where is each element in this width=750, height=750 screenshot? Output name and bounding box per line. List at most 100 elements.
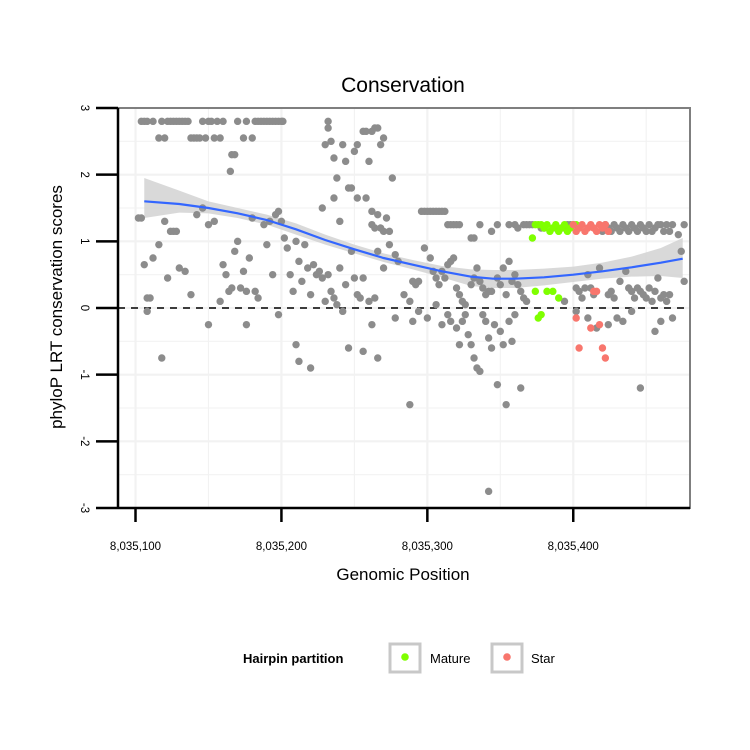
point-other bbox=[645, 284, 653, 292]
point-other bbox=[155, 134, 163, 142]
point-other bbox=[359, 347, 367, 356]
point-mature bbox=[560, 220, 569, 229]
point-other bbox=[499, 264, 507, 272]
point-other bbox=[210, 217, 219, 226]
point-other bbox=[619, 317, 627, 326]
point-other bbox=[627, 307, 636, 316]
point-other bbox=[219, 117, 227, 126]
point-other bbox=[330, 154, 338, 162]
point-other bbox=[254, 294, 262, 302]
point-other bbox=[511, 270, 519, 279]
point-other bbox=[455, 340, 464, 349]
point-star bbox=[595, 320, 604, 329]
point-other bbox=[226, 167, 235, 176]
point-other bbox=[662, 220, 671, 229]
point-other bbox=[233, 237, 242, 246]
point-star bbox=[587, 324, 595, 332]
point-other bbox=[368, 320, 376, 329]
point-other bbox=[236, 284, 245, 292]
point-other bbox=[645, 220, 653, 229]
point-other bbox=[625, 227, 633, 236]
point-other bbox=[260, 220, 268, 229]
point-other bbox=[333, 174, 341, 182]
point-other bbox=[306, 364, 315, 372]
point-other bbox=[455, 290, 464, 299]
point-other bbox=[467, 340, 475, 349]
point-other bbox=[476, 277, 484, 286]
point-other bbox=[657, 317, 665, 326]
point-other bbox=[426, 254, 434, 262]
point-other bbox=[324, 124, 332, 132]
point-other bbox=[409, 317, 417, 326]
legend-key-box-star bbox=[490, 642, 524, 674]
point-other bbox=[196, 134, 204, 142]
point-other bbox=[446, 317, 455, 326]
point-other bbox=[274, 207, 283, 216]
point-other bbox=[505, 257, 513, 266]
point-other bbox=[438, 320, 446, 329]
point-other bbox=[175, 264, 183, 272]
point-other bbox=[318, 204, 326, 212]
point-other bbox=[657, 220, 665, 229]
point-other bbox=[280, 234, 289, 242]
x-tick-label: 8,035,200 bbox=[256, 541, 307, 553]
point-other bbox=[487, 227, 496, 236]
point-other bbox=[295, 357, 303, 366]
point-other bbox=[633, 227, 642, 236]
point-other bbox=[368, 207, 376, 216]
point-other bbox=[385, 240, 394, 249]
point-other bbox=[455, 220, 464, 229]
point-other bbox=[324, 117, 332, 126]
point-star bbox=[598, 344, 607, 352]
point-other bbox=[339, 307, 347, 316]
point-star bbox=[601, 354, 610, 362]
point-other bbox=[668, 314, 677, 322]
point-other bbox=[318, 274, 326, 282]
point-other bbox=[660, 290, 668, 299]
point-other bbox=[414, 307, 423, 316]
point-star bbox=[604, 227, 612, 236]
point-other bbox=[330, 294, 338, 302]
legend: Hairpin partition Mature Star bbox=[243, 642, 556, 674]
point-other bbox=[341, 157, 350, 166]
y-tick-label: -2 bbox=[78, 436, 90, 446]
point-other bbox=[347, 184, 356, 192]
point-other bbox=[143, 307, 151, 316]
point-other bbox=[511, 310, 519, 319]
point-other bbox=[604, 320, 612, 329]
point-other bbox=[216, 134, 224, 142]
point-mature bbox=[554, 294, 563, 302]
point-other bbox=[222, 270, 230, 279]
point-other bbox=[283, 244, 291, 252]
point-other bbox=[476, 220, 484, 229]
point-other bbox=[356, 294, 364, 302]
point-other bbox=[242, 287, 251, 296]
point-other bbox=[490, 320, 499, 329]
point-other bbox=[379, 134, 388, 142]
point-other bbox=[441, 207, 449, 216]
point-other bbox=[163, 274, 172, 282]
point-other bbox=[493, 220, 502, 229]
point-other bbox=[321, 140, 329, 149]
point-other bbox=[499, 340, 507, 349]
smooth-trend-line bbox=[144, 200, 683, 280]
point-other bbox=[140, 260, 148, 269]
point-other bbox=[493, 380, 502, 389]
point-other bbox=[400, 290, 408, 299]
point-other bbox=[303, 264, 312, 272]
point-other bbox=[680, 277, 688, 286]
point-other bbox=[198, 117, 207, 126]
point-other bbox=[560, 297, 569, 306]
point-other bbox=[382, 214, 391, 222]
point-mature bbox=[543, 287, 551, 296]
y-tick-label: 1 bbox=[78, 238, 90, 244]
legend-key-star bbox=[503, 653, 511, 661]
point-other bbox=[584, 314, 592, 322]
point-other bbox=[213, 117, 221, 126]
point-other bbox=[374, 247, 382, 256]
point-other bbox=[435, 280, 443, 289]
point-other bbox=[651, 287, 659, 296]
point-other bbox=[613, 314, 621, 322]
x-tick-label: 8,035,100 bbox=[110, 541, 161, 553]
point-other bbox=[517, 287, 525, 296]
